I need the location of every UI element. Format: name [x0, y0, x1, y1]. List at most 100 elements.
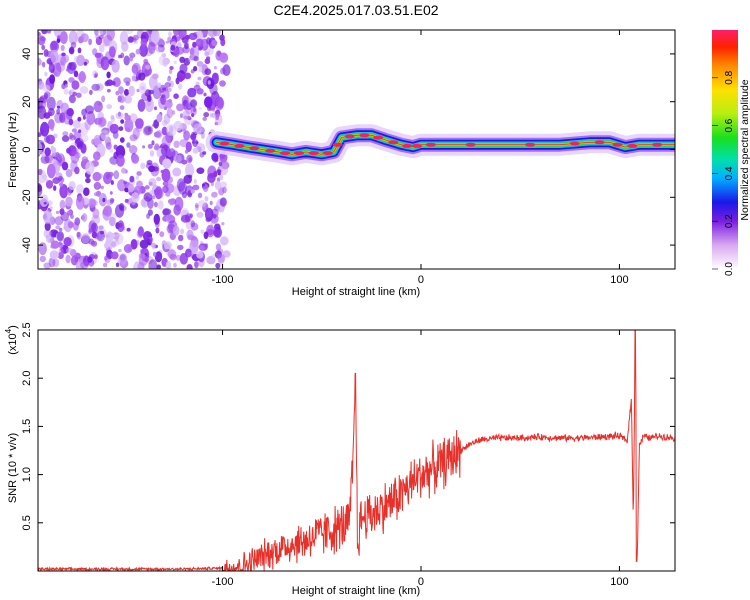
noise-blob — [173, 30, 180, 36]
noise-blob — [190, 133, 197, 140]
noise-blob — [84, 119, 91, 131]
noise-blob — [58, 175, 63, 181]
noise-blob — [135, 175, 140, 180]
noise-blob — [139, 239, 149, 249]
noise-blob — [114, 233, 124, 245]
noise-blob — [115, 262, 120, 268]
noise-blob — [195, 141, 199, 144]
noise-blob — [179, 56, 186, 63]
noise-blob — [162, 208, 172, 216]
noise-blob — [186, 251, 192, 257]
noise-blob — [157, 82, 162, 88]
noise-blob — [222, 186, 227, 194]
x-tick-label: -100 — [212, 576, 234, 588]
noise-blob — [148, 259, 158, 269]
noise-blob — [179, 63, 188, 74]
noise-blob — [161, 186, 167, 192]
colorbar-ticks: 0.0 0.2 0.4 0.6 0.8 — [712, 70, 735, 276]
noise-blob — [78, 129, 82, 133]
ridge-hotspot — [388, 140, 399, 145]
noise-blob — [149, 190, 155, 195]
noise-blob — [124, 187, 129, 193]
spectrogram-noise-region — [38, 30, 231, 269]
noise-blob — [129, 134, 138, 142]
noise-blob — [219, 174, 224, 181]
noise-blob — [119, 31, 129, 45]
noise-blob — [106, 30, 115, 41]
noise-blob — [125, 30, 134, 35]
noise-blob — [105, 231, 114, 244]
noise-blob — [162, 215, 169, 222]
noise-blob — [176, 35, 181, 42]
noise-blob — [172, 167, 182, 177]
y-tick-label: 2.5 — [21, 322, 33, 337]
noise-blob — [69, 132, 74, 139]
noise-blob — [94, 30, 99, 36]
noise-blob — [85, 161, 95, 175]
colorbar-tick-label: 0.2 — [724, 214, 735, 228]
noise-blob — [50, 146, 57, 153]
noise-blob — [78, 36, 84, 44]
noise-blob — [198, 107, 202, 110]
noise-blob — [39, 194, 49, 207]
noise-blob — [111, 241, 117, 248]
noise-blob — [173, 140, 180, 148]
noise-blob — [83, 61, 88, 66]
snr-y-multiplier-exp: 4 — [4, 328, 13, 333]
noise-blob — [164, 90, 170, 100]
noise-blob — [60, 31, 68, 44]
noise-blob — [144, 257, 149, 263]
noise-blob — [46, 163, 56, 179]
noise-blob — [142, 145, 146, 149]
noise-blob — [210, 222, 214, 226]
noise-blob — [62, 131, 69, 137]
noise-blob — [176, 103, 185, 112]
noise-blob — [46, 96, 56, 111]
noise-blob — [79, 86, 89, 94]
noise-blob — [156, 113, 163, 123]
noise-blob — [152, 251, 157, 257]
noise-blob — [72, 221, 79, 231]
noise-blob — [53, 185, 57, 191]
noise-blob — [190, 189, 195, 194]
noise-blob — [140, 162, 146, 169]
noise-blob — [138, 72, 146, 81]
x-tick-label: 0 — [418, 576, 424, 588]
noise-blob — [147, 94, 152, 102]
noise-blob — [118, 93, 125, 104]
noise-blob — [93, 151, 101, 161]
noise-blob — [168, 31, 172, 37]
noise-blob — [129, 145, 138, 154]
noise-blob — [219, 197, 227, 207]
noise-blob — [133, 37, 137, 43]
noise-blob — [118, 253, 128, 265]
noise-blob — [212, 214, 217, 220]
noise-blob — [59, 199, 66, 210]
x-tick-label: 100 — [610, 576, 628, 588]
noise-blob — [110, 251, 119, 260]
noise-blob — [177, 244, 184, 251]
x-tick-label: -100 — [212, 274, 234, 286]
noise-blob — [60, 44, 65, 52]
noise-blob — [212, 30, 221, 37]
noise-blob — [123, 180, 128, 184]
noise-blob — [187, 87, 197, 98]
noise-blob — [109, 156, 119, 165]
noise-blob — [145, 196, 149, 200]
noise-blob — [193, 56, 199, 62]
noise-blob — [49, 85, 54, 89]
noise-blob — [74, 166, 80, 175]
noise-blob — [38, 184, 43, 192]
noise-blob — [52, 151, 59, 158]
noise-blob — [129, 175, 135, 183]
noise-blob — [65, 169, 73, 178]
noise-blob — [146, 238, 151, 245]
noise-blob — [65, 68, 70, 72]
noise-blob — [204, 207, 214, 222]
noise-blob — [70, 255, 79, 266]
noise-blob — [44, 147, 51, 156]
noise-blob — [109, 148, 114, 153]
noise-blob — [61, 161, 69, 171]
ridge-hotspot — [525, 142, 536, 147]
noise-blob — [204, 51, 210, 57]
